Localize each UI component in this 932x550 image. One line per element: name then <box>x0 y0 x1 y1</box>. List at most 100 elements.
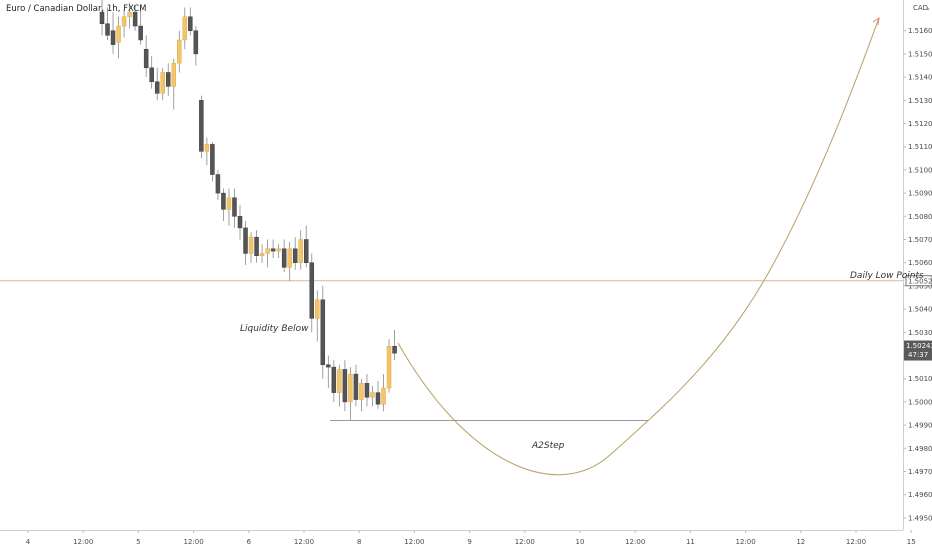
candle <box>127 2 132 29</box>
currency-label: CAD <box>913 4 928 12</box>
x-tick-label: 12:00 <box>73 538 93 546</box>
projection-curve <box>397 17 880 476</box>
y-tick-label: 1.50500 <box>908 282 932 290</box>
y-tick-label: 1.49900 <box>908 422 932 430</box>
candle <box>326 355 331 388</box>
y-tick-label: 1.51300 <box>908 97 932 105</box>
candle <box>265 239 270 268</box>
candle <box>105 7 110 40</box>
candle <box>221 188 226 221</box>
candle <box>370 385 375 407</box>
y-tick-label: 1.51200 <box>908 120 932 128</box>
x-tick-label: 15 <box>907 538 916 546</box>
y-tick-label: 1.50800 <box>908 213 932 221</box>
chevron-down-icon[interactable]: ⌄ <box>925 4 931 12</box>
candle <box>320 285 326 379</box>
price-badge-current: 1.5024347:37 <box>904 340 932 361</box>
candle <box>226 188 232 226</box>
price-badge-level-text: 1.50522 <box>908 277 932 285</box>
candle <box>392 329 397 361</box>
price-badge-level: 1.50522 <box>905 275 932 287</box>
candle <box>193 26 199 66</box>
candle <box>348 367 353 421</box>
candle <box>287 241 292 282</box>
x-tick-label: 8 <box>357 538 361 546</box>
candle <box>276 244 281 259</box>
candle <box>99 0 105 36</box>
candle <box>132 5 138 31</box>
annotation-liquidity-below: Liquidity Below <box>240 324 309 334</box>
candle <box>116 16 121 59</box>
candle <box>353 364 359 407</box>
x-tick-label: 12:00 <box>404 538 424 546</box>
candle <box>199 95 204 159</box>
x-tick-label: 5 <box>136 538 140 546</box>
x-tick-label: 12:00 <box>736 538 756 546</box>
annotation-a2step: A2Step <box>531 441 565 451</box>
y-tick-label: 1.50100 <box>908 375 932 383</box>
time-axis-tick-labels: 4 12:00 5 12:00 6 12:00 8 12:00 9 12:00 10 12:00 11 1… <box>26 530 916 546</box>
x-tick-label: 4 <box>26 538 31 546</box>
projection-path <box>330 16 880 476</box>
candle <box>359 378 364 412</box>
y-tick-label: 1.50700 <box>908 236 932 244</box>
candle <box>215 169 221 201</box>
x-tick-label: 9 <box>467 538 471 546</box>
candle <box>232 188 237 228</box>
candle <box>143 35 149 78</box>
candle <box>160 67 165 101</box>
candle <box>270 239 276 259</box>
x-tick-label: 12:00 <box>846 538 866 546</box>
candle <box>386 339 392 393</box>
candle <box>281 239 287 272</box>
chart-title: Euro / Canadian Dollar, 1h, FXCM <box>6 4 146 14</box>
candle <box>204 137 210 166</box>
x-tick-label: 12:00 <box>625 538 645 546</box>
x-tick-label: 6 <box>247 538 252 546</box>
x-tick-label: 11 <box>686 538 695 546</box>
y-tick-label: 1.50600 <box>908 259 932 267</box>
y-tick-label: 1.50300 <box>908 329 932 337</box>
x-tick-label: 12:00 <box>294 538 314 546</box>
candle <box>331 360 337 402</box>
x-tick-label: 12:00 <box>184 538 204 546</box>
candle <box>254 230 259 263</box>
candle <box>342 360 348 412</box>
candle <box>243 220 248 266</box>
candle <box>171 58 177 110</box>
candle <box>303 225 309 268</box>
y-tick-label: 1.50900 <box>908 190 932 198</box>
candle <box>182 7 188 50</box>
candle <box>298 230 303 270</box>
candle <box>154 67 160 101</box>
candle <box>292 237 298 270</box>
candle <box>364 374 370 407</box>
y-tick-label: 1.51100 <box>908 143 932 151</box>
y-tick-label: 1.50000 <box>908 398 932 406</box>
candle <box>165 63 171 96</box>
candlesticks <box>99 0 397 421</box>
candle <box>248 232 254 263</box>
candle <box>110 12 116 54</box>
y-tick-label: 1.51400 <box>908 74 932 82</box>
x-tick-label: 12:00 <box>515 538 535 546</box>
price-badge-countdown-text: 47:37 <box>908 351 928 359</box>
candle <box>121 9 127 38</box>
price-badge-current-text: 1.50243 <box>906 342 932 350</box>
x-tick-label: 12 <box>796 538 805 546</box>
candle <box>375 381 381 409</box>
candle <box>210 142 215 182</box>
level-label-daily-low: Daily Low Points <box>850 271 924 281</box>
y-tick-label: 1.49500 <box>908 514 932 522</box>
y-tick-label: 1.51000 <box>908 166 932 174</box>
candle <box>259 244 265 263</box>
candle <box>381 374 386 412</box>
y-tick-label: 1.49700 <box>908 468 932 476</box>
y-tick-label: 1.51500 <box>908 50 932 58</box>
candle <box>188 7 193 36</box>
price-badges: 1.50522 1.5024347:37 <box>904 275 932 361</box>
candle <box>149 56 154 89</box>
projection-arrow-icon <box>872 16 880 26</box>
candle <box>177 30 182 73</box>
